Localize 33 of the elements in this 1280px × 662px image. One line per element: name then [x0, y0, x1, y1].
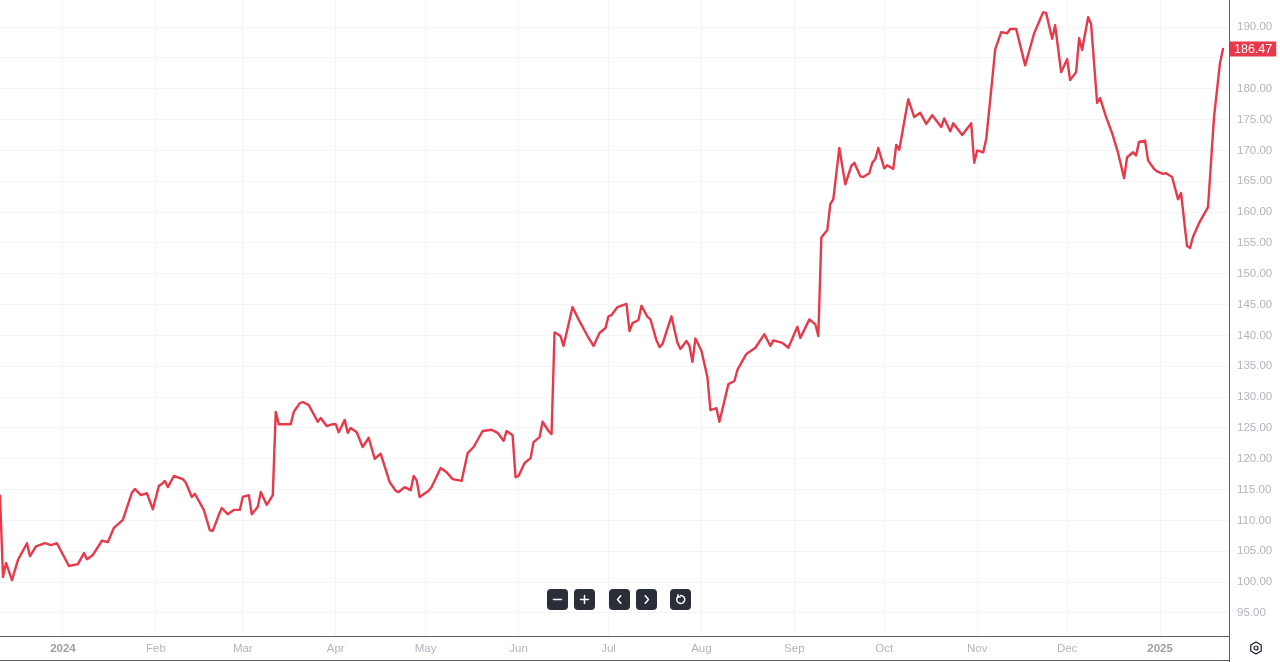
- y-tick-label: 190.00: [1237, 20, 1273, 33]
- y-tick-label: 130.00: [1237, 390, 1273, 403]
- y-tick-label: 150.00: [1237, 266, 1273, 279]
- x-tick-label: Jul: [601, 642, 616, 655]
- x-tick-label: Nov: [966, 642, 988, 655]
- x-tick-label: 2024: [50, 642, 77, 655]
- y-tick-label: 180.00: [1237, 81, 1273, 94]
- y-tick-label: 120.00: [1237, 451, 1273, 464]
- x-tick-label: Apr: [326, 642, 345, 655]
- x-tick-label: May: [414, 642, 437, 655]
- x-tick-label: Jun: [509, 642, 528, 655]
- x-tick-label: Dec: [1056, 642, 1078, 655]
- y-tick-label: 95.00: [1237, 606, 1266, 619]
- y-tick-label: 155.00: [1237, 236, 1273, 249]
- x-tick-label: Aug: [691, 642, 712, 655]
- x-tick-label: 2025: [1147, 642, 1174, 655]
- y-tick-label: 165.00: [1237, 174, 1273, 187]
- y-tick-label: 100.00: [1237, 575, 1273, 588]
- y-tick-label: 115.00: [1237, 482, 1272, 495]
- y-tick-label: 110.00: [1237, 513, 1272, 526]
- y-tick-label: 160.00: [1237, 205, 1273, 218]
- y-tick-label: 170.00: [1237, 143, 1273, 156]
- y-tick-label: 140.00: [1237, 328, 1273, 341]
- x-tick-label: Sep: [784, 642, 805, 655]
- y-tick-label: 135.00: [1237, 359, 1273, 372]
- y-tick-label: 175.00: [1237, 112, 1273, 125]
- x-tick-label: Oct: [875, 642, 895, 655]
- y-tick-label: 145.00: [1237, 297, 1273, 310]
- y-tick-label: 105.00: [1237, 544, 1273, 557]
- x-tick-label: Feb: [145, 642, 166, 655]
- x-tick-label: Mar: [232, 642, 253, 655]
- data-label: 186.47: [1234, 41, 1273, 56]
- y-tick-label: 125.00: [1237, 421, 1273, 434]
